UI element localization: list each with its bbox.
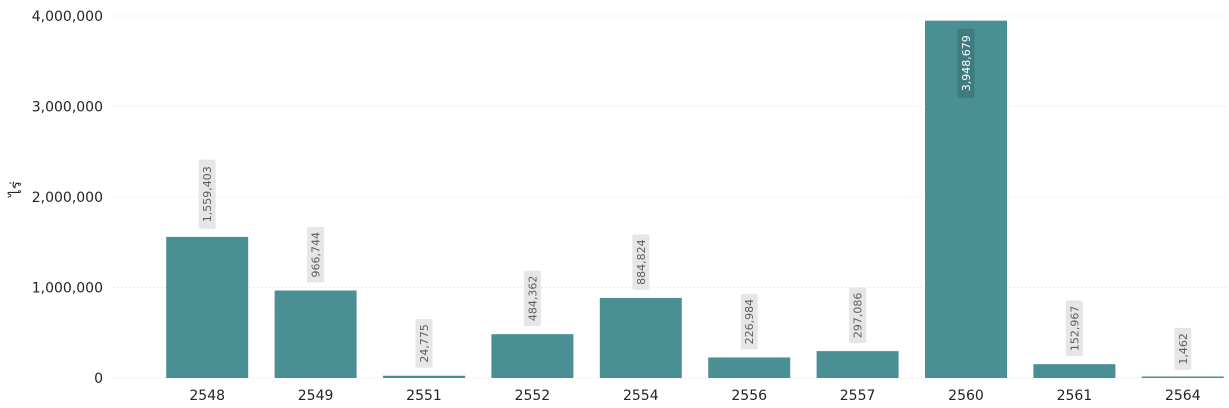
y-axis-title: ไร่	[7, 181, 25, 198]
data-label: 24,775	[415, 318, 433, 368]
bars	[166, 20, 1224, 378]
bar	[708, 357, 791, 378]
y-tick-label: 3,000,000	[32, 100, 103, 116]
x-tick-label: 2552	[515, 388, 551, 404]
x-tick-label: 2556	[731, 388, 767, 404]
data-label-background	[632, 234, 650, 290]
bar	[1033, 364, 1116, 378]
y-tick-label: 2,000,000	[32, 190, 103, 206]
data-label: 966,744	[307, 226, 325, 283]
x-tick-label: 2561	[1057, 388, 1093, 404]
y-tick-label: 0	[94, 371, 103, 387]
x-axis-ticks: 2548 2549 2551 2552 2554 2556 2557 2560 2561 2564	[189, 388, 1200, 404]
y-tick-label: 4,000,000	[32, 9, 103, 25]
data-label-background	[415, 318, 433, 368]
bar	[166, 236, 249, 378]
data-label-text: 1,559,403	[201, 166, 214, 222]
data-label-text: 24,775	[418, 324, 431, 363]
data-label-text: 152,967	[1068, 306, 1081, 352]
x-tick-label: 2554	[623, 388, 659, 404]
x-tick-label: 2549	[298, 388, 334, 404]
data-label: 152,967	[1065, 300, 1083, 357]
data-label-text: 884,824	[635, 239, 648, 285]
x-tick-label: 2557	[840, 388, 876, 404]
data-label-text: 966,744	[310, 232, 323, 277]
data-label: 1,462	[1174, 327, 1192, 370]
bar	[816, 351, 899, 378]
data-label-background	[957, 28, 975, 98]
bar	[491, 334, 574, 378]
y-tick-label: 1,000,000	[32, 281, 103, 297]
data-label-text: 1,462	[1177, 333, 1190, 365]
bar	[1141, 376, 1224, 378]
data-labels: 1,559,403 966,744 24,775 484,362 884,824 226,…	[198, 28, 1192, 370]
x-tick-label: 2548	[189, 388, 225, 404]
data-label: 226,984	[740, 293, 758, 350]
data-label-background	[1174, 327, 1192, 370]
bar	[383, 375, 465, 378]
data-label-background	[307, 226, 325, 283]
data-label: 884,824	[632, 234, 650, 290]
data-label-text: 297,086	[852, 293, 865, 339]
data-label-background	[1065, 300, 1083, 357]
x-tick-label: 2551	[406, 388, 442, 404]
data-label: 484,362	[523, 270, 541, 327]
data-label-background	[849, 287, 867, 344]
data-label: 3,948,679	[957, 28, 975, 98]
data-label-text: 484,362	[526, 276, 539, 322]
data-label-background	[198, 159, 216, 229]
data-label-text: 226,984	[743, 299, 756, 345]
x-tick-label: 2564	[1165, 388, 1201, 404]
y-axis-ticks: 0 1,000,000 2,000,000 3,000,000 4,000,000	[32, 9, 103, 387]
data-label: 1,559,403	[198, 159, 216, 229]
data-label: 297,086	[849, 287, 867, 344]
x-tick-label: 2560	[948, 388, 984, 404]
data-label-background	[523, 270, 541, 327]
data-label-background	[740, 293, 758, 350]
bar	[274, 290, 357, 378]
data-label-text: 3,948,679	[960, 35, 973, 91]
bar	[599, 297, 682, 378]
